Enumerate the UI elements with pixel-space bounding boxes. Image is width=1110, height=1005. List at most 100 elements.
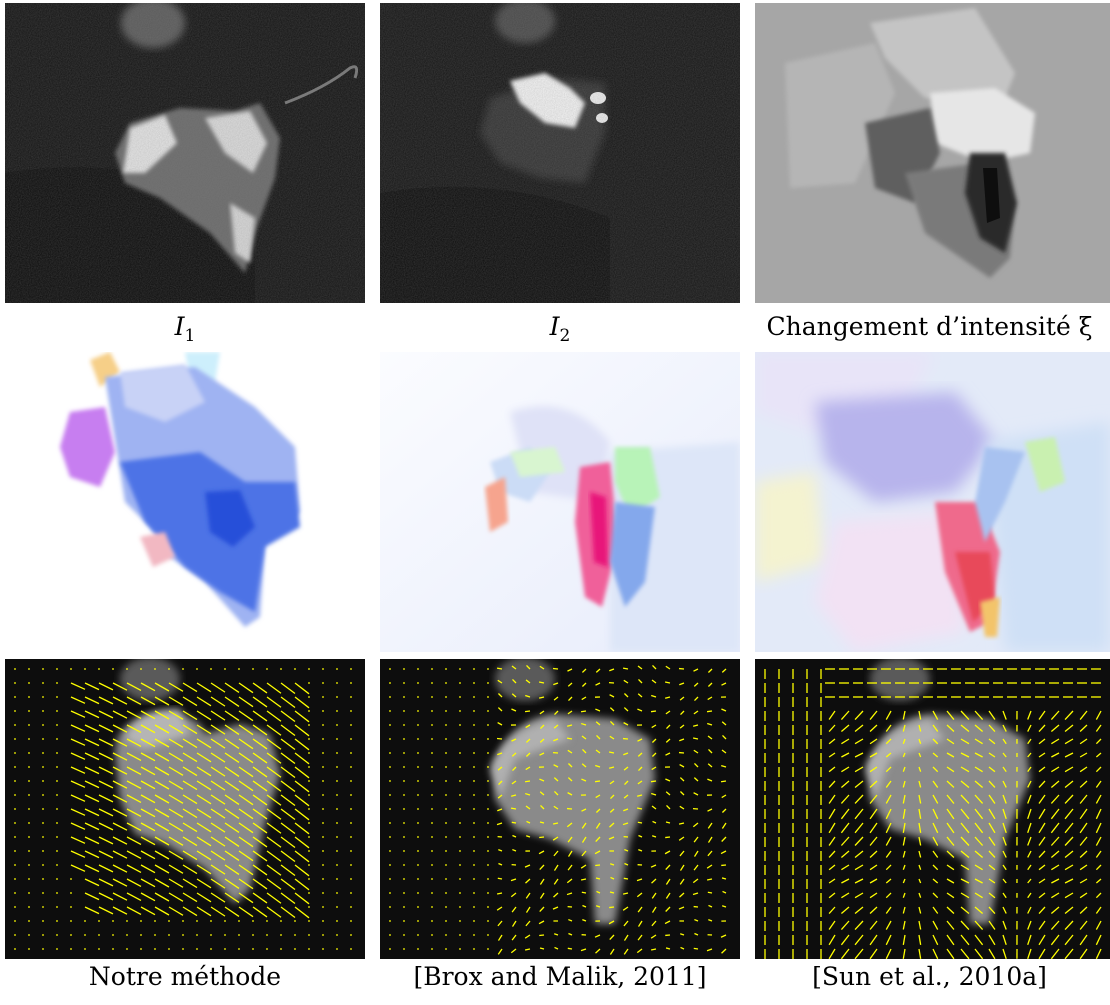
vector-arrow [539, 947, 545, 950]
vector-arrow [679, 696, 685, 701]
vector-arrow [266, 864, 282, 876]
vector-arrow [707, 822, 713, 829]
vector-arrow [497, 766, 503, 771]
vector-dot [445, 878, 447, 880]
vector-dot [445, 934, 447, 936]
vector-arrow [1002, 878, 1007, 884]
vector-arrow [1038, 780, 1046, 788]
vector-arrow [581, 891, 587, 894]
vector-dot [417, 696, 419, 698]
vector-arrow [196, 780, 212, 791]
vector-arrow [665, 906, 671, 912]
vector-arrow [1050, 836, 1060, 846]
vector-arrow [540, 724, 545, 730]
vector-arrow [496, 892, 503, 895]
vector-dot [473, 878, 475, 880]
vector-arrow [623, 877, 629, 880]
vector-arrow [902, 822, 906, 833]
vector-arrow [581, 850, 587, 857]
vector-dot [14, 780, 16, 782]
vector-arrow [1064, 766, 1074, 773]
vector-arrow [98, 696, 114, 705]
vector-arrow [154, 710, 170, 720]
vector-dot [28, 766, 30, 768]
vector-arrow [693, 777, 699, 782]
vector-arrow [525, 878, 531, 884]
vector-dot [431, 738, 433, 740]
vector-arrow [946, 822, 955, 834]
vector-arrow [636, 807, 643, 810]
vector-arrow [238, 822, 254, 834]
vector-arrow [539, 752, 545, 756]
vector-arrow [168, 710, 184, 720]
vector-arrow [252, 682, 268, 694]
vector-arrow [581, 822, 587, 829]
vector-dot [42, 766, 44, 768]
vector-dot [42, 920, 44, 922]
vector-dot [196, 920, 198, 922]
vector-arrow [1079, 948, 1088, 959]
vector-arrow [182, 850, 198, 861]
vector-arrow [721, 794, 727, 799]
vector-dot [473, 934, 475, 936]
vector-arrow [1095, 948, 1102, 959]
vector-arrow [841, 766, 850, 773]
vector-arrow [706, 864, 713, 869]
vector-arrow [828, 752, 836, 758]
vector-dot [42, 710, 44, 712]
vector-arrow [553, 777, 559, 782]
vector-arrow [609, 822, 615, 828]
vector-arrow [960, 878, 970, 884]
vector-arrow [828, 878, 836, 884]
vector-arrow [1027, 766, 1032, 773]
vector-arrow [594, 850, 601, 855]
vector-arrow [595, 822, 601, 829]
vector-arrow [960, 948, 970, 959]
vector-arrow [98, 808, 114, 817]
vector-arrow [498, 780, 503, 786]
vector-arrow [512, 678, 517, 684]
vector-dot [445, 836, 447, 838]
vector-arrow [721, 721, 727, 726]
image-i2 [380, 3, 740, 303]
vector-arrow [210, 738, 226, 749]
vector-arrow [932, 752, 939, 758]
vector-arrow [946, 948, 955, 959]
vector-arrow [1064, 780, 1074, 788]
vector-dot [238, 920, 240, 922]
vector-dot [487, 710, 489, 712]
vector-arrow [720, 934, 727, 938]
vector-arrow [567, 864, 573, 871]
vector-arrow [854, 892, 864, 899]
vector-dot [322, 808, 324, 810]
vector-arrow [182, 906, 198, 917]
vector-arrow [1027, 892, 1032, 899]
vector-dot [473, 836, 475, 838]
vector-arrow [168, 682, 184, 692]
vector-arrow [252, 780, 268, 792]
vector-arrow [609, 735, 615, 740]
vector-arrow [568, 696, 573, 702]
vector-arrow [126, 878, 142, 888]
vector-arrow [651, 835, 657, 838]
vector-arrow [581, 778, 587, 782]
vector-arrow [98, 682, 114, 691]
vector-arrow [636, 878, 643, 882]
vector-dot [28, 752, 30, 754]
vector-arrow [154, 850, 170, 860]
vector-dot [445, 752, 447, 754]
vector-arrow [294, 752, 310, 765]
image-i1 [5, 3, 365, 303]
vector-arrow [568, 918, 573, 922]
vector-dot [487, 920, 489, 922]
vector-arrow [280, 738, 296, 751]
vector-arrow [902, 892, 906, 898]
vector-dot [70, 934, 72, 936]
vector-arrow [112, 738, 128, 747]
vector-dot [42, 822, 44, 824]
vector-arrow [708, 748, 713, 754]
vector-arrow [524, 710, 531, 713]
vector-dot [403, 836, 405, 838]
vector-dot [473, 668, 475, 670]
vector-arrow [624, 780, 629, 786]
